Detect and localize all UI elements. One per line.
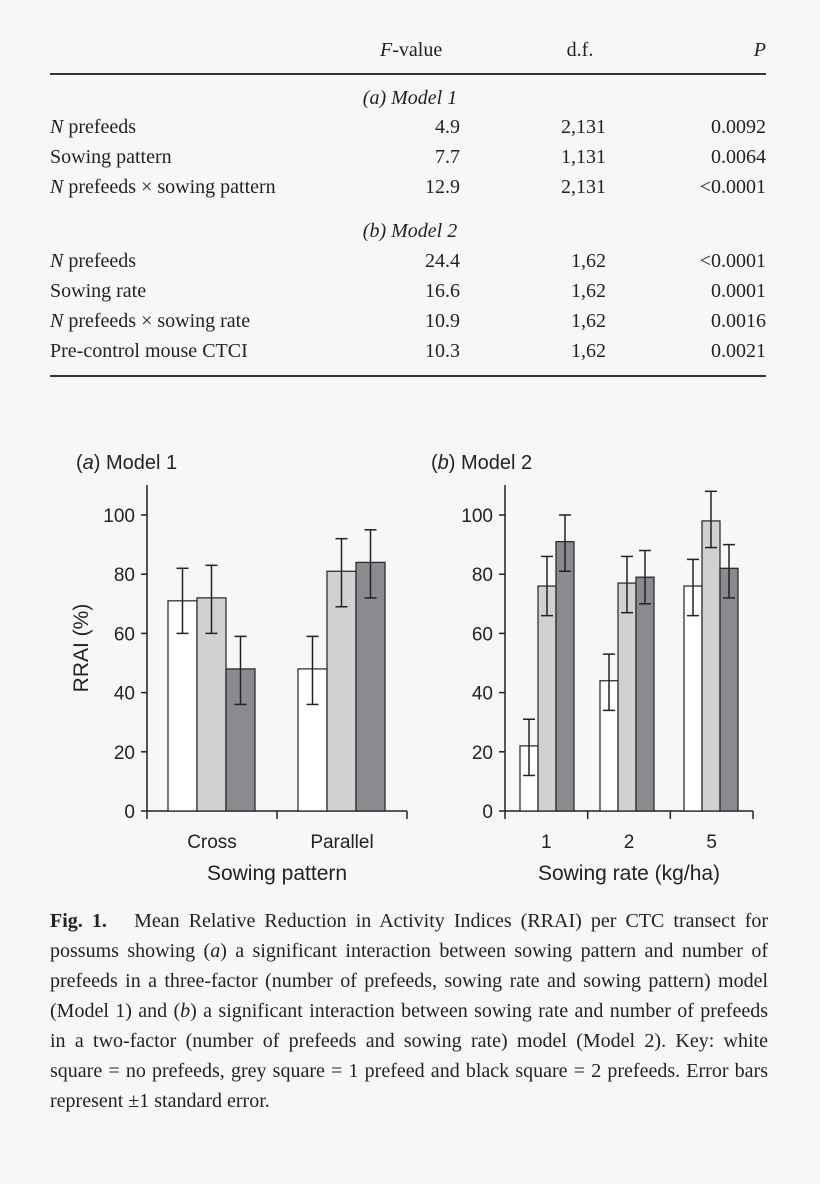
x-axis-label: Sowing pattern (207, 862, 347, 885)
row-label-text: prefeeds × sowing rate (63, 310, 251, 332)
y-tick-label: 60 (114, 624, 135, 645)
row-df: 1,62 (571, 310, 606, 332)
row-f-value: 16.6 (425, 280, 460, 302)
bar (555, 541, 575, 812)
bar (635, 576, 655, 812)
row-df: 2,131 (561, 176, 606, 198)
x-tick-label: Parallel (310, 832, 373, 853)
panel-title: (b) Model 2 (431, 452, 532, 474)
y-tick-label: 0 (124, 802, 135, 823)
bar (719, 567, 739, 812)
y-tick-label: 40 (114, 684, 135, 705)
bar (701, 520, 721, 812)
row-label: N prefeeds (50, 249, 136, 273)
bar (683, 585, 703, 812)
x-tick-label: 2 (624, 832, 635, 853)
x-tick-label: 1 (541, 832, 552, 853)
row-p: <0.0001 (699, 250, 766, 272)
row-f-value: 7.7 (435, 146, 460, 168)
caption-text: ) a significant interaction between sowi… (50, 1000, 768, 1112)
caption-label: Fig. 1. (50, 910, 107, 932)
panel-title: (a) Model 1 (76, 452, 177, 474)
row-p: 0.0001 (711, 280, 766, 302)
row-label: N prefeeds × sowing rate (50, 309, 250, 333)
y-tick-label: 100 (461, 506, 493, 527)
y-axis-label: RRAI (%) (70, 604, 93, 693)
row-label: N prefeeds × sowing pattern (50, 175, 276, 199)
figure-caption: Fig. 1. Mean Relative Reduction in Activ… (50, 906, 768, 1116)
row-label-text: prefeeds × sowing pattern (63, 176, 276, 198)
row-df: 1,62 (571, 280, 606, 302)
caption-text: Mean Relative Reduction in Activity Indi… (50, 910, 769, 962)
caption-text: b (180, 1000, 191, 1022)
row-label: Pre-control mouse CTCI (50, 339, 248, 363)
row-f-value: 10.3 (425, 340, 460, 362)
header-p: P (753, 39, 766, 61)
row-label-text: prefeeds (63, 116, 137, 138)
bar (537, 585, 557, 812)
row-f-value: 4.9 (435, 116, 460, 138)
row-df: 2,131 (561, 116, 606, 138)
section-title: (b) Model 2 (362, 220, 458, 242)
row-f-value: 12.9 (425, 176, 460, 198)
section-title: (a) Model 1 (362, 87, 458, 109)
f-italic: F (380, 39, 393, 61)
row-f-value: 24.4 (425, 250, 460, 272)
y-tick-label: 80 (472, 565, 493, 586)
row-label: Sowing pattern (50, 145, 172, 169)
row-p: <0.0001 (699, 176, 766, 198)
row-label: N prefeeds (50, 115, 136, 139)
row-label-italic: N (50, 116, 64, 138)
bar (355, 561, 386, 812)
x-tick-label: 5 (706, 832, 717, 853)
row-f-value: 10.9 (425, 310, 460, 332)
x-tick-label: Cross (187, 832, 237, 853)
x-axis-label: Sowing rate (kg/ha) (538, 862, 720, 885)
table-bottom-rule (50, 375, 766, 377)
y-tick-label: 20 (114, 743, 135, 764)
row-df: 1,62 (571, 340, 606, 362)
table-top-rule (50, 73, 766, 75)
row-label: Sowing rate (50, 279, 146, 303)
y-tick-label: 40 (472, 684, 493, 705)
row-label-text: Pre-control mouse CTCI (50, 340, 248, 362)
row-p: 0.0021 (711, 340, 766, 362)
row-p: 0.0092 (711, 116, 766, 138)
row-label-text: Sowing pattern (50, 146, 172, 168)
bar (617, 582, 637, 812)
row-label-text: Sowing rate (50, 280, 147, 302)
y-tick-label: 80 (114, 565, 135, 586)
header-df: d.f. (566, 39, 594, 61)
bar (167, 600, 198, 812)
y-tick-label: 0 (482, 802, 493, 823)
row-label-italic: N (50, 250, 64, 272)
row-p: 0.0064 (711, 146, 766, 168)
row-label-italic: N (50, 176, 64, 198)
row-label-text: prefeeds (63, 250, 137, 272)
caption-text: ) a significant interaction between sowi… (50, 940, 768, 1022)
row-label-italic: N (50, 310, 64, 332)
y-tick-label: 20 (472, 743, 493, 764)
row-df: 1,131 (561, 146, 606, 168)
y-tick-label: 60 (472, 624, 493, 645)
header-f-value: F-value (380, 38, 474, 62)
row-df: 1,62 (571, 250, 606, 272)
row-p: 0.0016 (711, 310, 766, 332)
caption-text: a (210, 940, 221, 962)
f-label: -value (392, 39, 443, 61)
y-tick-label: 100 (103, 506, 135, 527)
bar (225, 668, 256, 812)
